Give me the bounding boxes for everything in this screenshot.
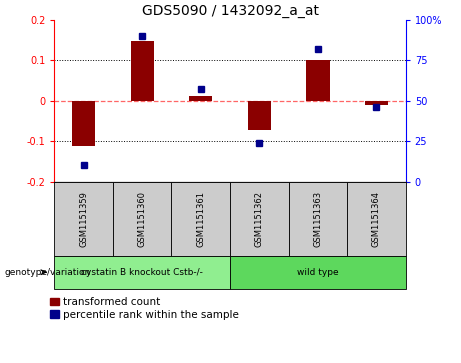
Bar — [189, 96, 213, 101]
Text: GSM1151362: GSM1151362 — [255, 191, 264, 247]
Text: genotype/variation: genotype/variation — [5, 268, 91, 277]
Bar — [54, 256, 230, 289]
Bar — [230, 256, 406, 289]
Bar — [230, 182, 289, 256]
Text: cystatin B knockout Cstb-/-: cystatin B knockout Cstb-/- — [81, 268, 203, 277]
Bar — [72, 101, 95, 146]
Bar — [113, 182, 171, 256]
Legend: transformed count, percentile rank within the sample: transformed count, percentile rank withi… — [50, 297, 239, 319]
Bar — [54, 182, 113, 256]
Bar — [248, 101, 271, 130]
Text: GSM1151360: GSM1151360 — [138, 191, 147, 247]
Bar — [306, 60, 330, 101]
Text: GSM1151364: GSM1151364 — [372, 191, 381, 247]
Bar — [130, 41, 154, 101]
Text: GSM1151359: GSM1151359 — [79, 191, 88, 246]
Bar — [289, 182, 347, 256]
Bar — [171, 182, 230, 256]
Text: GSM1151361: GSM1151361 — [196, 191, 205, 247]
Bar — [365, 101, 388, 105]
Text: GSM1151363: GSM1151363 — [313, 191, 322, 247]
Text: wild type: wild type — [297, 268, 339, 277]
Bar — [347, 182, 406, 256]
Title: GDS5090 / 1432092_a_at: GDS5090 / 1432092_a_at — [142, 4, 319, 17]
